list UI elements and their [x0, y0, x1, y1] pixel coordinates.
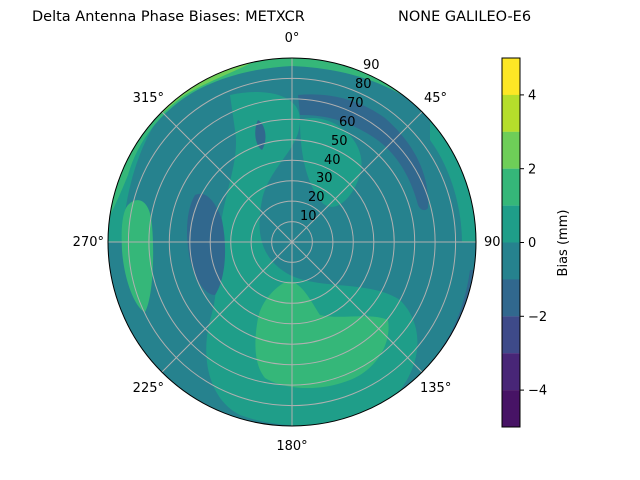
chart-title: Delta Antenna Phase Biases: METXCR: [32, 9, 305, 25]
radial-tick-labels: 10 20 30 40 50 60 70 80 90: [300, 58, 380, 224]
svg-text:315°: 315°: [133, 91, 164, 106]
colorbar-label: Bias (mm): [556, 210, 571, 277]
svg-text:270°: 270°: [73, 235, 104, 250]
colorbar-tick: 4: [528, 89, 536, 104]
svg-text:20: 20: [308, 190, 325, 205]
colorbar: 4 2 0 −2 −4 Bias (mm): [501, 57, 571, 428]
colorbar-tick: −4: [528, 384, 547, 399]
svg-text:80: 80: [355, 77, 372, 92]
svg-text:50: 50: [331, 134, 348, 149]
svg-text:90: 90: [363, 58, 380, 73]
colorbar-tick: 2: [528, 162, 536, 177]
angular-grid: [108, 58, 476, 426]
svg-text:180°: 180°: [276, 439, 307, 454]
svg-text:10: 10: [300, 209, 317, 224]
angular-tick-labels: 0° 45° 90 135° 180° 225° 270° 315°: [73, 31, 501, 454]
colorbar-tick: 0: [528, 236, 536, 251]
svg-text:45°: 45°: [424, 91, 447, 106]
svg-text:135°: 135°: [420, 381, 451, 396]
svg-text:90: 90: [484, 235, 501, 250]
colorbar-tick: −2: [528, 310, 547, 325]
svg-text:40: 40: [324, 153, 341, 168]
chart-title-right: NONE GALILEO-E6: [398, 9, 532, 25]
svg-text:30: 30: [316, 171, 333, 186]
svg-text:0°: 0°: [285, 31, 300, 46]
svg-text:225°: 225°: [133, 381, 164, 396]
svg-text:60: 60: [339, 115, 356, 130]
svg-text:70: 70: [347, 96, 364, 111]
plot-outline: [107, 57, 477, 427]
